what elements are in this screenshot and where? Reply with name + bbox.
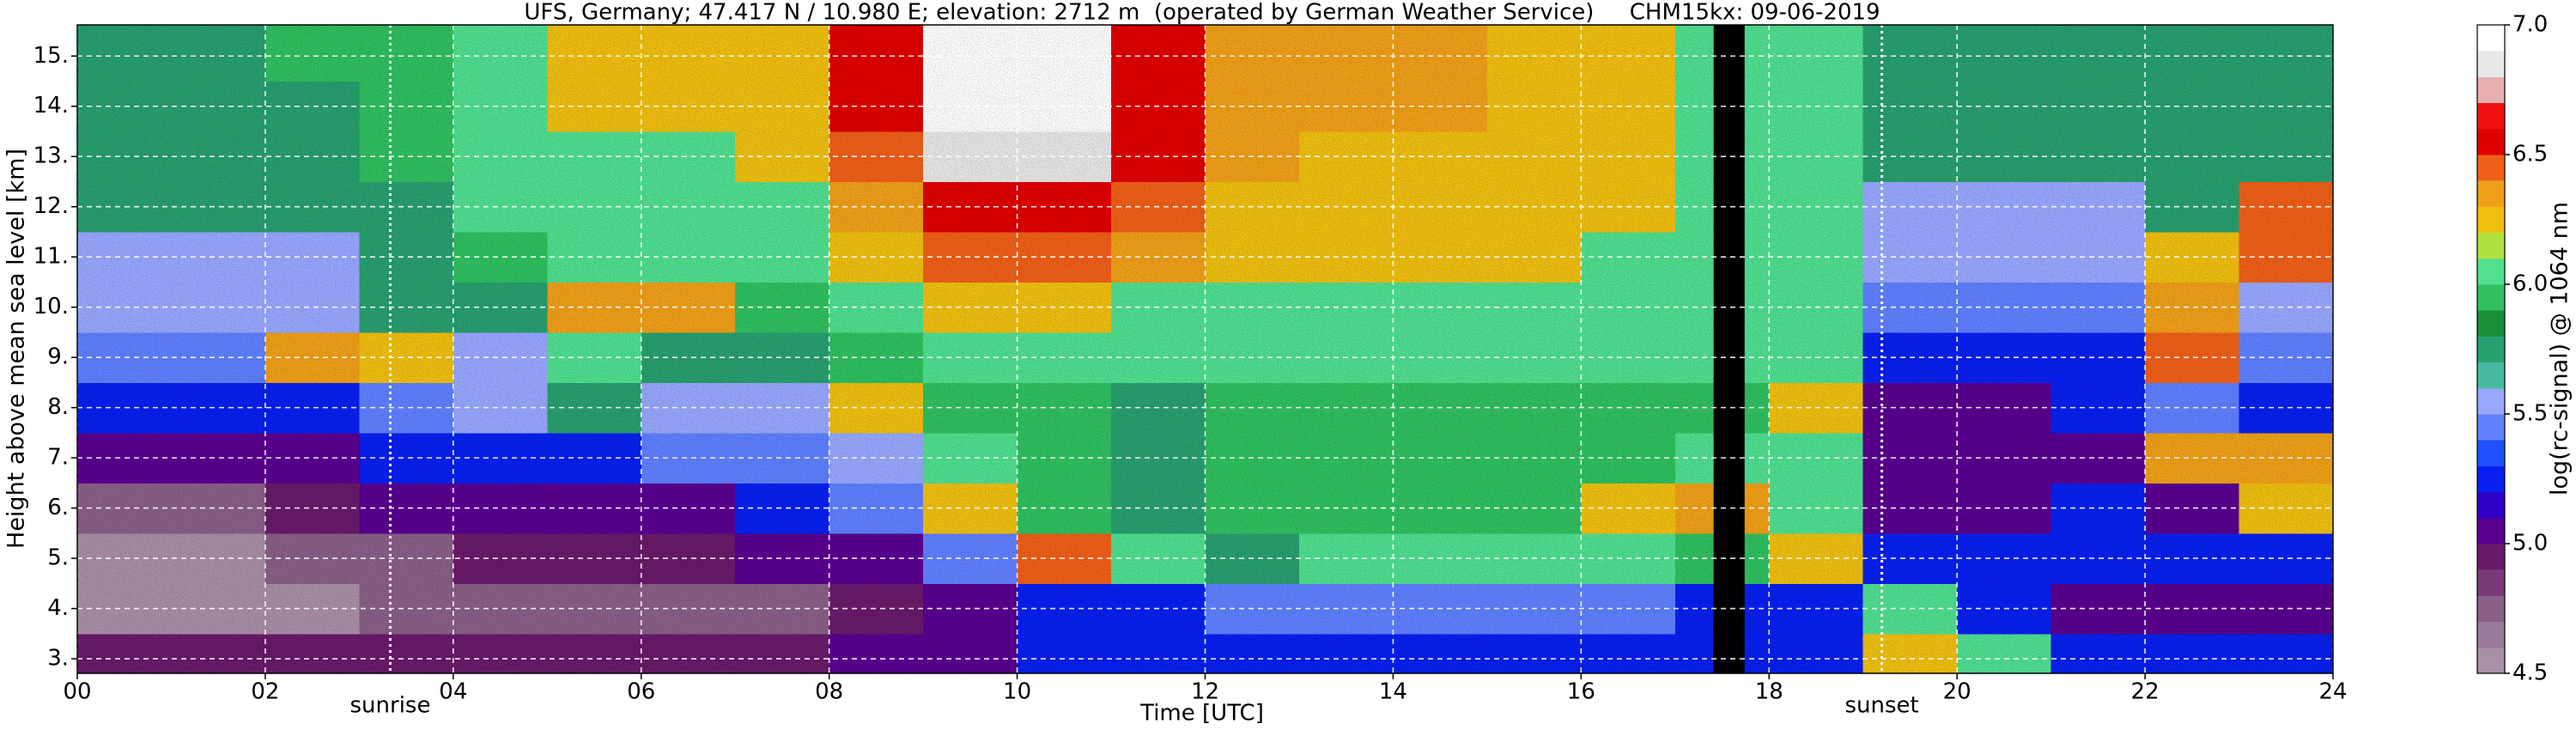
colorbar-segment (2477, 387, 2505, 415)
colorbar-segment (2477, 647, 2505, 674)
colorbar-segment (2477, 102, 2505, 130)
y-tick-label: 9. (47, 344, 69, 370)
annotation-label: sunrise (350, 693, 431, 719)
colorbar-segment (2477, 284, 2505, 311)
colorbar-segment (2477, 440, 2505, 466)
no-data-gap (1713, 25, 1745, 673)
x-tick-label: 18 (1755, 679, 1783, 705)
x-tick-label: 04 (439, 679, 467, 705)
colorbar-segment (2477, 621, 2505, 648)
x-tick-label: 02 (251, 679, 279, 705)
y-tick-label: 15. (33, 43, 69, 69)
colorbar-tick-label: 6.0 (2512, 271, 2548, 297)
colorbar-segment (2477, 258, 2505, 285)
y-tick-label: 14. (33, 93, 69, 119)
y-tick-label: 4. (47, 595, 69, 621)
overlays: 00 02 04 06 08 10 12 14 16 18 20 22 24 3. 4. 5. 6. 7. 8. 9.… (33, 12, 2549, 719)
x-tick-label: 14 (1379, 679, 1407, 705)
y-tick-label: 10. (33, 294, 69, 319)
colorbar-segment (2477, 25, 2505, 52)
colorbar-segment (2477, 51, 2505, 77)
colorbar-label: log(rc-signal) @ 1064 nm (2547, 202, 2573, 496)
colorbar-segment (2477, 569, 2505, 596)
colorbar-segment (2477, 362, 2505, 389)
y-tick-label: 12. (33, 193, 69, 219)
y-tick-label: 5. (47, 545, 69, 571)
colorbar-segment (2477, 310, 2505, 337)
colorbar-segment (2477, 414, 2505, 441)
colorbar-segment (2477, 155, 2505, 181)
x-tick-label: 24 (2318, 679, 2347, 705)
chart-title: UFS, Germany; 47.417 N / 10.980 E; eleva… (524, 0, 1880, 26)
y-axis-label: Height above mean sea level [km] (3, 149, 30, 549)
colorbar-tick-label: 6.5 (2512, 142, 2548, 167)
x-tick-label: 22 (2131, 679, 2160, 705)
x-tick-label: 00 (63, 679, 91, 705)
x-tick-label: 08 (815, 679, 843, 705)
colorbar-tick-label: 5.5 (2512, 401, 2548, 427)
colorbar-segment (2477, 336, 2505, 363)
colorbar-segment (2477, 76, 2505, 104)
colorbar-tick-label: 4.5 (2512, 660, 2548, 686)
x-tick-label: 16 (1567, 679, 1595, 705)
y-tick-label: 6. (47, 495, 69, 520)
x-axis-label: Time [UTC] (1139, 701, 1264, 727)
colorbar-segment (2477, 180, 2505, 207)
y-tick-label: 13. (33, 143, 69, 169)
colorbar-segment (2477, 465, 2505, 493)
colorbar-segment (2477, 491, 2505, 519)
colorbar-tick-label: 5.0 (2512, 531, 2548, 557)
y-tick-label: 3. (47, 646, 69, 672)
colorbar-segment (2477, 544, 2505, 570)
colorbar-frame (2476, 24, 2506, 674)
y-tick-label: 8. (47, 394, 69, 420)
plot-frame (76, 24, 2334, 674)
colorbar-segment (2477, 595, 2505, 623)
x-tick-label: 06 (627, 679, 655, 705)
x-tick-label: 20 (1943, 679, 1971, 705)
y-tick-label: 11. (33, 244, 69, 270)
colorbar-segment (2477, 517, 2505, 544)
x-tick-label: 10 (1003, 679, 1031, 705)
annotation-label: sunset (1844, 693, 1918, 719)
colorbar-tick-label: 7.0 (2512, 12, 2548, 38)
y-tick-label: 7. (47, 445, 69, 471)
x-tick-label: 12 (1191, 679, 1219, 705)
colorbar-segment (2477, 232, 2505, 259)
colorbar-segment (2477, 206, 2505, 234)
colorbar-segment (2477, 128, 2505, 155)
